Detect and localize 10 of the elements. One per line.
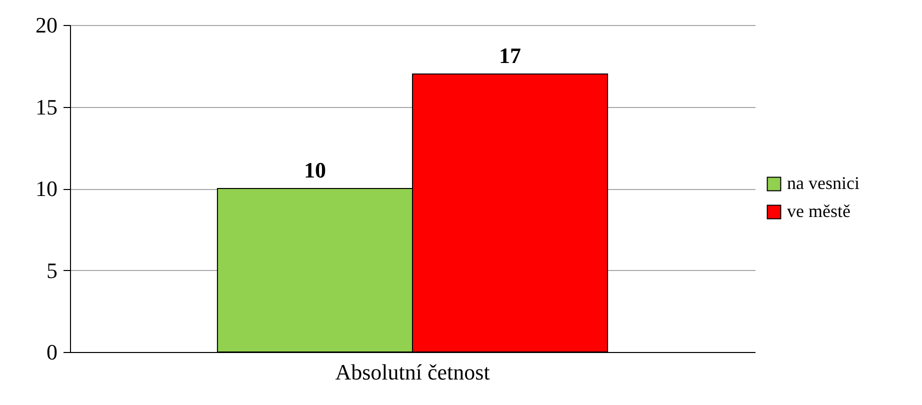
data-label: 17	[499, 43, 522, 68]
y-tick-label: 10	[36, 176, 58, 201]
legend-label: na vesnici	[787, 173, 860, 193]
x-tick-label: Absolutní četnost	[335, 360, 490, 384]
y-tick-label: 15	[36, 94, 58, 120]
y-tick-label: 0	[46, 340, 58, 364]
y-tick-label: 20	[36, 12, 58, 38]
y-tick-label: 5	[46, 258, 58, 283]
data-label: 10	[304, 158, 326, 182]
legend-label: ve městě	[787, 201, 850, 221]
